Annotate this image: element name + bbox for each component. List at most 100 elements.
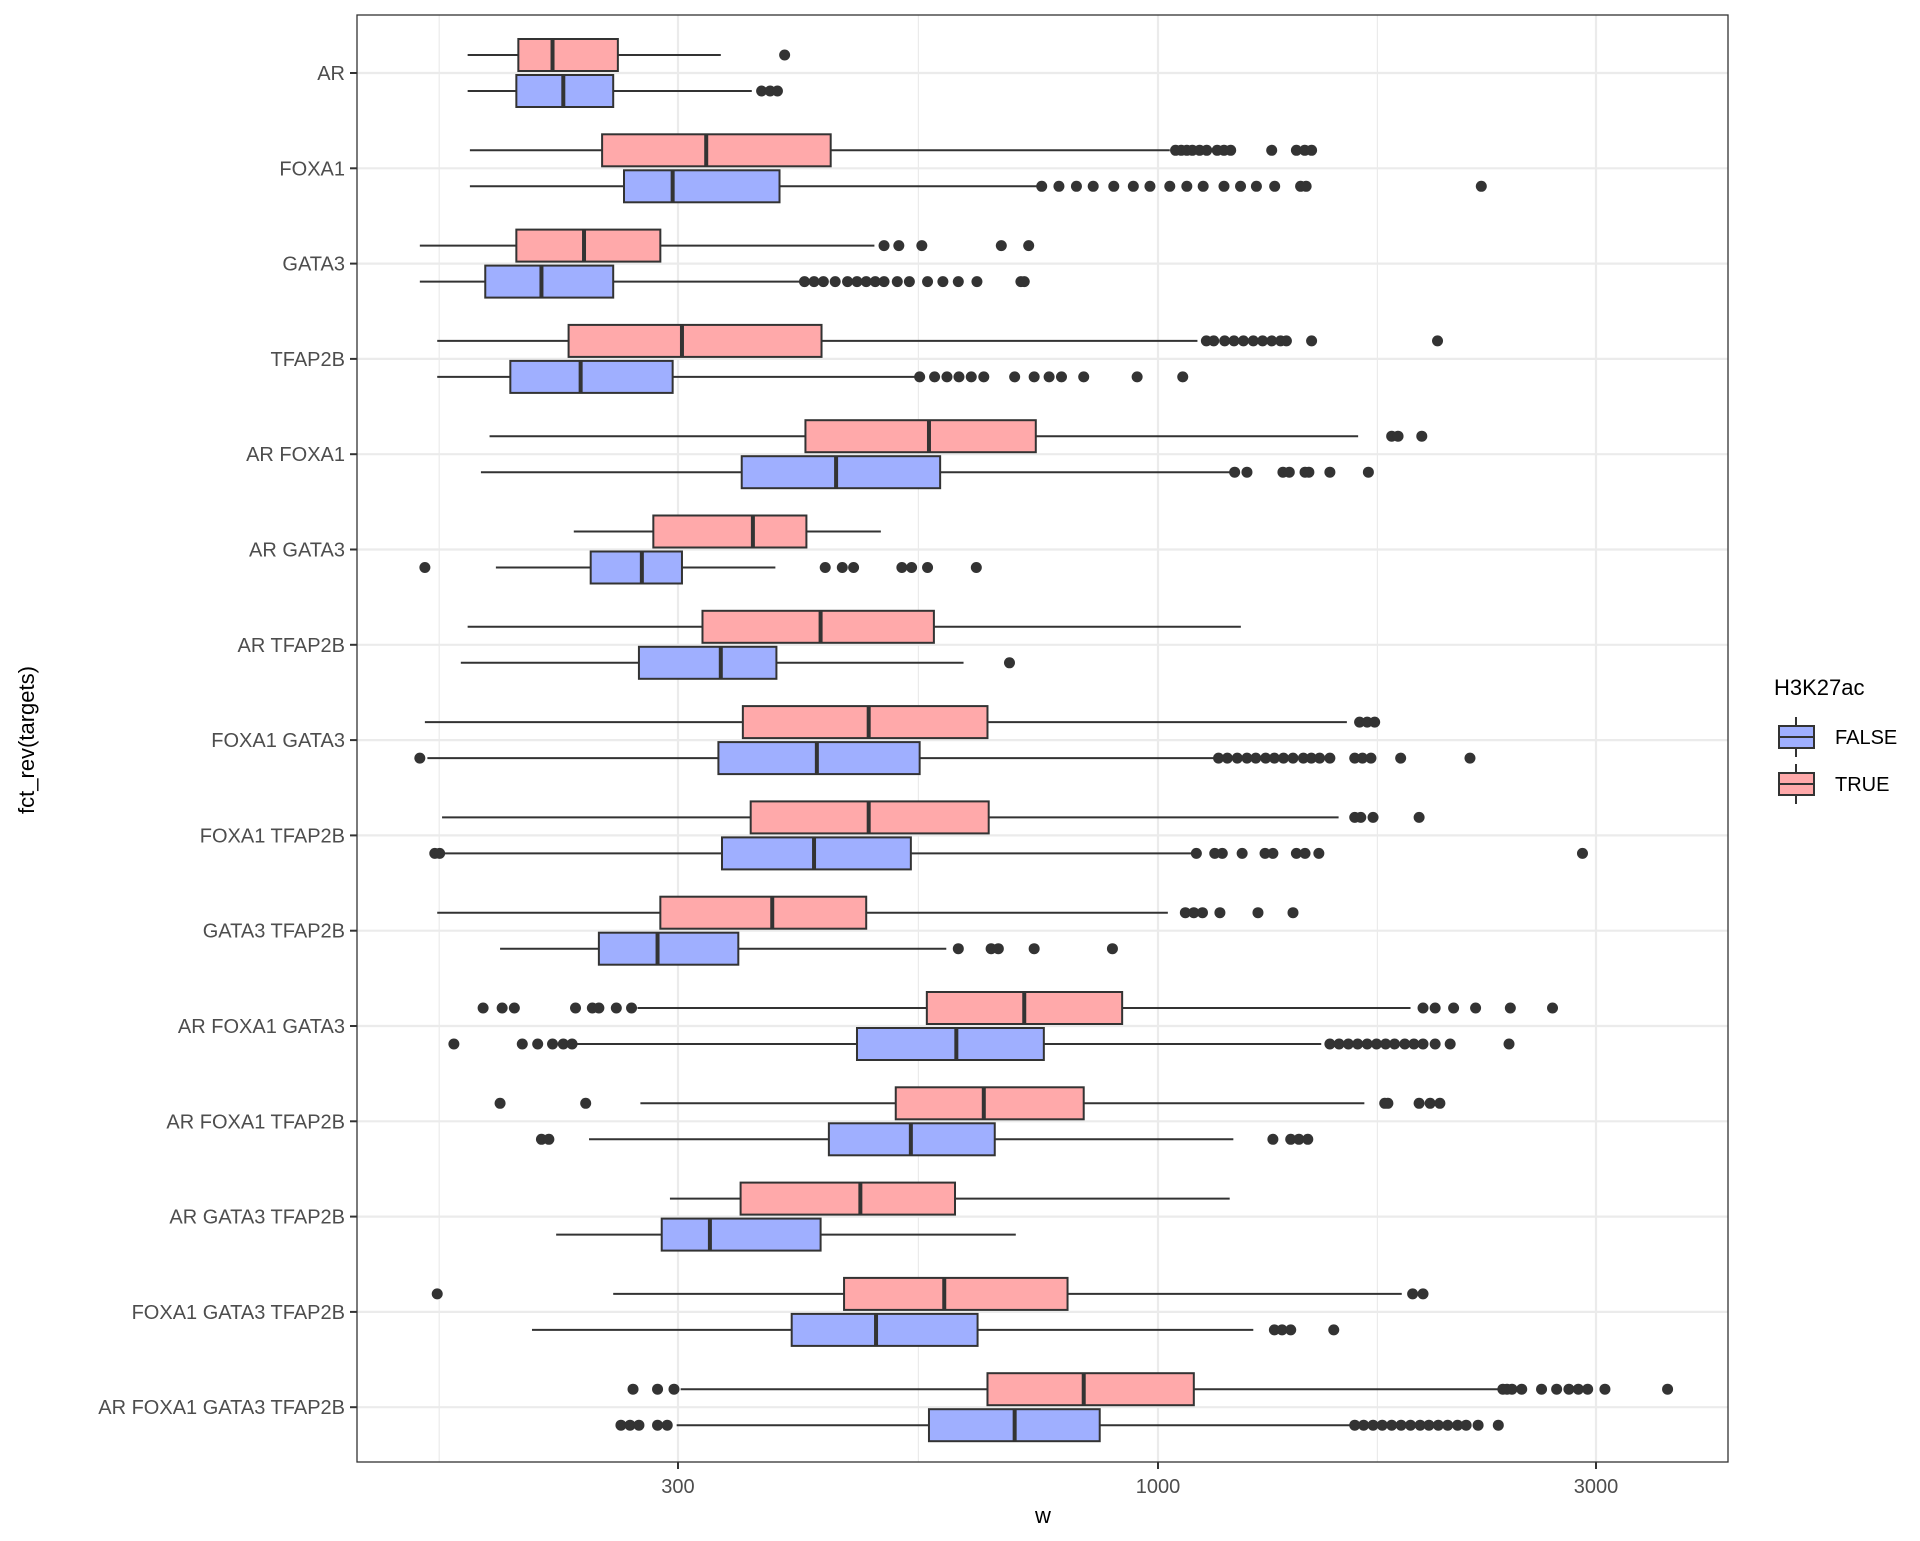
outlier-point xyxy=(1131,371,1143,383)
outlier-point xyxy=(661,1419,673,1431)
outlier-point xyxy=(1177,371,1189,383)
outlier-point xyxy=(1164,180,1176,192)
outlier-point xyxy=(1313,847,1325,859)
outlier-point xyxy=(1367,811,1379,823)
outlier-point xyxy=(937,276,949,288)
outlier-point xyxy=(1314,752,1326,764)
outlier-point xyxy=(965,371,977,383)
outlier-point xyxy=(1365,752,1377,764)
outlier-point xyxy=(1214,907,1226,919)
box-false xyxy=(467,74,783,108)
outlier-point xyxy=(848,562,860,573)
iqr-box xyxy=(659,895,868,930)
outlier-point xyxy=(1464,752,1476,764)
outlier-point xyxy=(1395,752,1407,764)
outlier-point xyxy=(1213,752,1225,764)
box-true xyxy=(431,1276,1429,1311)
outlier-point xyxy=(1078,371,1090,383)
outlier-point xyxy=(929,371,941,383)
outlier-point xyxy=(756,85,768,97)
outlier-point xyxy=(1342,1038,1354,1050)
outlier-point xyxy=(1472,1419,1484,1431)
outlier-point xyxy=(1448,1002,1460,1014)
y-tick-label: AR FOXA1 xyxy=(246,444,345,466)
outlier-point xyxy=(1452,1419,1464,1431)
outlier-point xyxy=(1293,1133,1305,1145)
outlier-point xyxy=(1285,1133,1297,1145)
outlier-point xyxy=(916,240,928,252)
outlier-point xyxy=(952,943,964,955)
outlier-point xyxy=(626,1002,638,1014)
outlier-point xyxy=(1386,1419,1398,1431)
outlier-point xyxy=(652,1383,664,1395)
outlier-point xyxy=(1369,716,1381,728)
iqr-box xyxy=(652,514,808,549)
y-tick-label: FOXA1 GATA3 xyxy=(211,730,345,752)
outlier-point xyxy=(1504,1002,1516,1014)
outlier-point xyxy=(1662,1383,1674,1395)
outlier-point xyxy=(1361,1038,1373,1050)
outlier-point xyxy=(1241,752,1253,764)
outlier-point xyxy=(1036,180,1048,192)
legend-label-true: TRUE xyxy=(1835,774,1889,796)
outlier-point xyxy=(1305,752,1317,764)
outlier-point xyxy=(771,85,783,97)
outlier-point xyxy=(971,276,983,288)
outlier-point xyxy=(952,276,964,288)
x-tick-label: 3000 xyxy=(1574,1476,1619,1498)
outlier-point xyxy=(1267,1133,1279,1145)
outlier-point xyxy=(1287,752,1299,764)
outlier-point xyxy=(1413,811,1425,823)
y-tick-label: AR FOXA1 TFAP2B xyxy=(166,1111,345,1133)
x-tick-label: 300 xyxy=(661,1476,694,1498)
outlier-point xyxy=(1303,466,1315,478)
outlier-point xyxy=(1576,847,1588,859)
iqr-box xyxy=(855,1027,1045,1061)
iqr-box xyxy=(567,323,823,358)
y-tick-label: GATA3 xyxy=(282,254,345,276)
iqr-box xyxy=(720,836,912,871)
outlier-point xyxy=(1250,180,1262,192)
box-false xyxy=(419,550,982,585)
outlier-point xyxy=(1444,1038,1456,1050)
outlier-point xyxy=(1300,180,1312,192)
outlier-point xyxy=(610,1002,622,1014)
y-tick-label: AR GATA3 TFAP2B xyxy=(169,1207,345,1229)
outlier-point xyxy=(1216,847,1228,859)
box-true xyxy=(573,514,881,549)
box-false xyxy=(531,1312,1340,1347)
outlier-point xyxy=(1306,144,1318,156)
outlier-point xyxy=(1285,1324,1297,1336)
outlier-point xyxy=(1399,1038,1411,1050)
outlier-point xyxy=(1503,1038,1515,1050)
y-tick-label: FOXA1 TFAP2B xyxy=(200,825,345,847)
outlier-point xyxy=(1278,752,1290,764)
outlier-point xyxy=(1299,847,1311,859)
iqr-box xyxy=(717,741,921,776)
outlier-point xyxy=(1349,752,1361,764)
outlier-point xyxy=(819,562,831,573)
outlier-point xyxy=(1389,1038,1401,1050)
y-tick-label: AR TFAP2B xyxy=(238,635,345,657)
outlier-point xyxy=(1414,1419,1426,1431)
outlier-point xyxy=(1416,430,1428,442)
outlier-point xyxy=(1009,371,1021,383)
outlier-point xyxy=(1354,716,1366,728)
outlier-point xyxy=(477,1002,489,1014)
box-true xyxy=(467,609,1241,644)
outlier-point xyxy=(1197,180,1209,192)
outlier-point xyxy=(1196,907,1208,919)
outlier-point xyxy=(1237,335,1249,347)
outlier-point xyxy=(1408,1038,1420,1050)
outlier-point xyxy=(1547,1002,1559,1014)
outlier-point xyxy=(1268,752,1280,764)
outlier-point xyxy=(1055,371,1067,383)
outlier-point xyxy=(941,371,953,383)
outlier-point xyxy=(580,1097,592,1109)
outlier-point xyxy=(1506,1383,1518,1395)
outlier-point xyxy=(891,276,903,288)
outlier-point xyxy=(1190,847,1202,859)
outlier-point xyxy=(970,562,982,573)
outlier-point xyxy=(1070,180,1082,192)
box-false xyxy=(429,836,1588,871)
